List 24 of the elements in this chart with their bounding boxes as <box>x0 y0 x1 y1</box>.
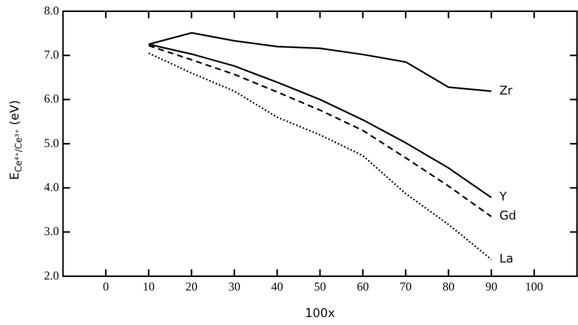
x-tick-label: 10 <box>142 280 155 294</box>
y-tick-label: 3.0 <box>44 224 59 238</box>
x-tick-label: 40 <box>271 280 284 294</box>
y-tick-label: 7.0 <box>44 48 59 62</box>
series-label: Zr <box>499 83 513 98</box>
series-label: La <box>499 252 514 266</box>
x-tick-label: 90 <box>485 280 498 294</box>
x-tick-label: 50 <box>314 280 326 294</box>
y-tick-label: 8.0 <box>44 3 59 18</box>
x-tick-label: 30 <box>228 280 240 294</box>
x-tick-label: 0 <box>102 280 109 294</box>
line-series <box>148 52 492 260</box>
x-tick-label: 60 <box>356 280 369 294</box>
x-axis-title: 100x <box>304 306 336 320</box>
y-tick-label: 5.0 <box>44 136 59 150</box>
y-tick-label: 4.0 <box>44 180 59 194</box>
series-label: Y <box>498 190 508 204</box>
x-tick-label: 100 <box>525 280 544 294</box>
y-tick-label: 6.0 <box>44 92 59 106</box>
x-tick-label: 80 <box>442 280 454 294</box>
series-label: Gd <box>499 208 516 223</box>
x-tick-label: 20 <box>186 280 198 294</box>
x-tick-label: 70 <box>400 280 412 294</box>
y-tick-label: 2.0 <box>44 268 59 282</box>
